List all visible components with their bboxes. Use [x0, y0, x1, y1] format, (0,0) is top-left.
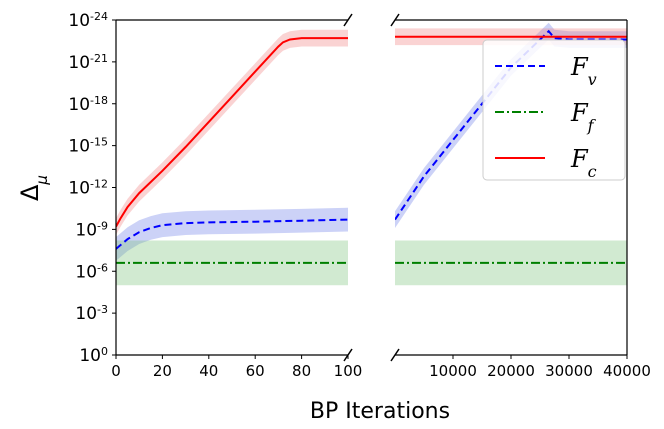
- x-tick-label-left-5: 100: [334, 362, 363, 380]
- y-tick-label-2: 10-6: [75, 261, 108, 283]
- y-axis-label-sub: μ: [33, 175, 51, 186]
- line-F_v-left: [116, 218, 348, 250]
- y-axis-label: Δμ: [16, 175, 51, 201]
- x-tick-label-right-2: 30000: [545, 362, 593, 380]
- line-F_c-left: [116, 37, 348, 228]
- legend-label-F_c: Fc: [570, 145, 597, 181]
- legend-label-F_f: Ff: [570, 99, 597, 135]
- x-tick-label-left-0: 0: [111, 362, 121, 380]
- x-tick-label-left-1: 20: [153, 362, 172, 380]
- y-tick-label-6: 10-18: [68, 93, 108, 115]
- x-tick-label-left-4: 80: [292, 362, 311, 380]
- panel-left: [116, 29, 348, 286]
- x-tick-label-left-3: 60: [246, 362, 265, 380]
- x-tick-label-right-3: 40000: [603, 362, 651, 380]
- x-axis-label: BP Iterations: [310, 399, 450, 424]
- axis-break-mark-right-0: [390, 13, 400, 27]
- x-tick-label-right-1: 20000: [487, 362, 535, 380]
- y-tick-label-8: 10-24: [68, 10, 108, 32]
- axis-break-mark-right-1: [390, 348, 400, 362]
- band-F_c-left: [116, 29, 348, 235]
- y-tick-label-3: 10-9: [75, 219, 108, 241]
- y-tick-label-0: 100: [79, 345, 108, 367]
- y-tick-label-1: 10-3: [75, 303, 108, 325]
- y-tick-label-4: 10-12: [68, 177, 108, 199]
- legend-label-F_v: Fv: [570, 53, 597, 89]
- x-tick-label-left-2: 40: [199, 362, 218, 380]
- axis-layer: 0 20 40 60 80 100 10000 20000 30000 40000 100 10-3 1…: [68, 10, 650, 381]
- axis-break-mark-left-0: [343, 13, 353, 27]
- x-tick-label-right-0: 10000: [429, 362, 477, 380]
- y-tick-label-5: 10-15: [68, 135, 108, 157]
- legend-box: [482, 39, 626, 181]
- y-tick-label-7: 10-21: [68, 51, 108, 73]
- y-axis-label-main: Δ: [16, 184, 44, 201]
- legend: Fv Ff Fc: [482, 39, 626, 181]
